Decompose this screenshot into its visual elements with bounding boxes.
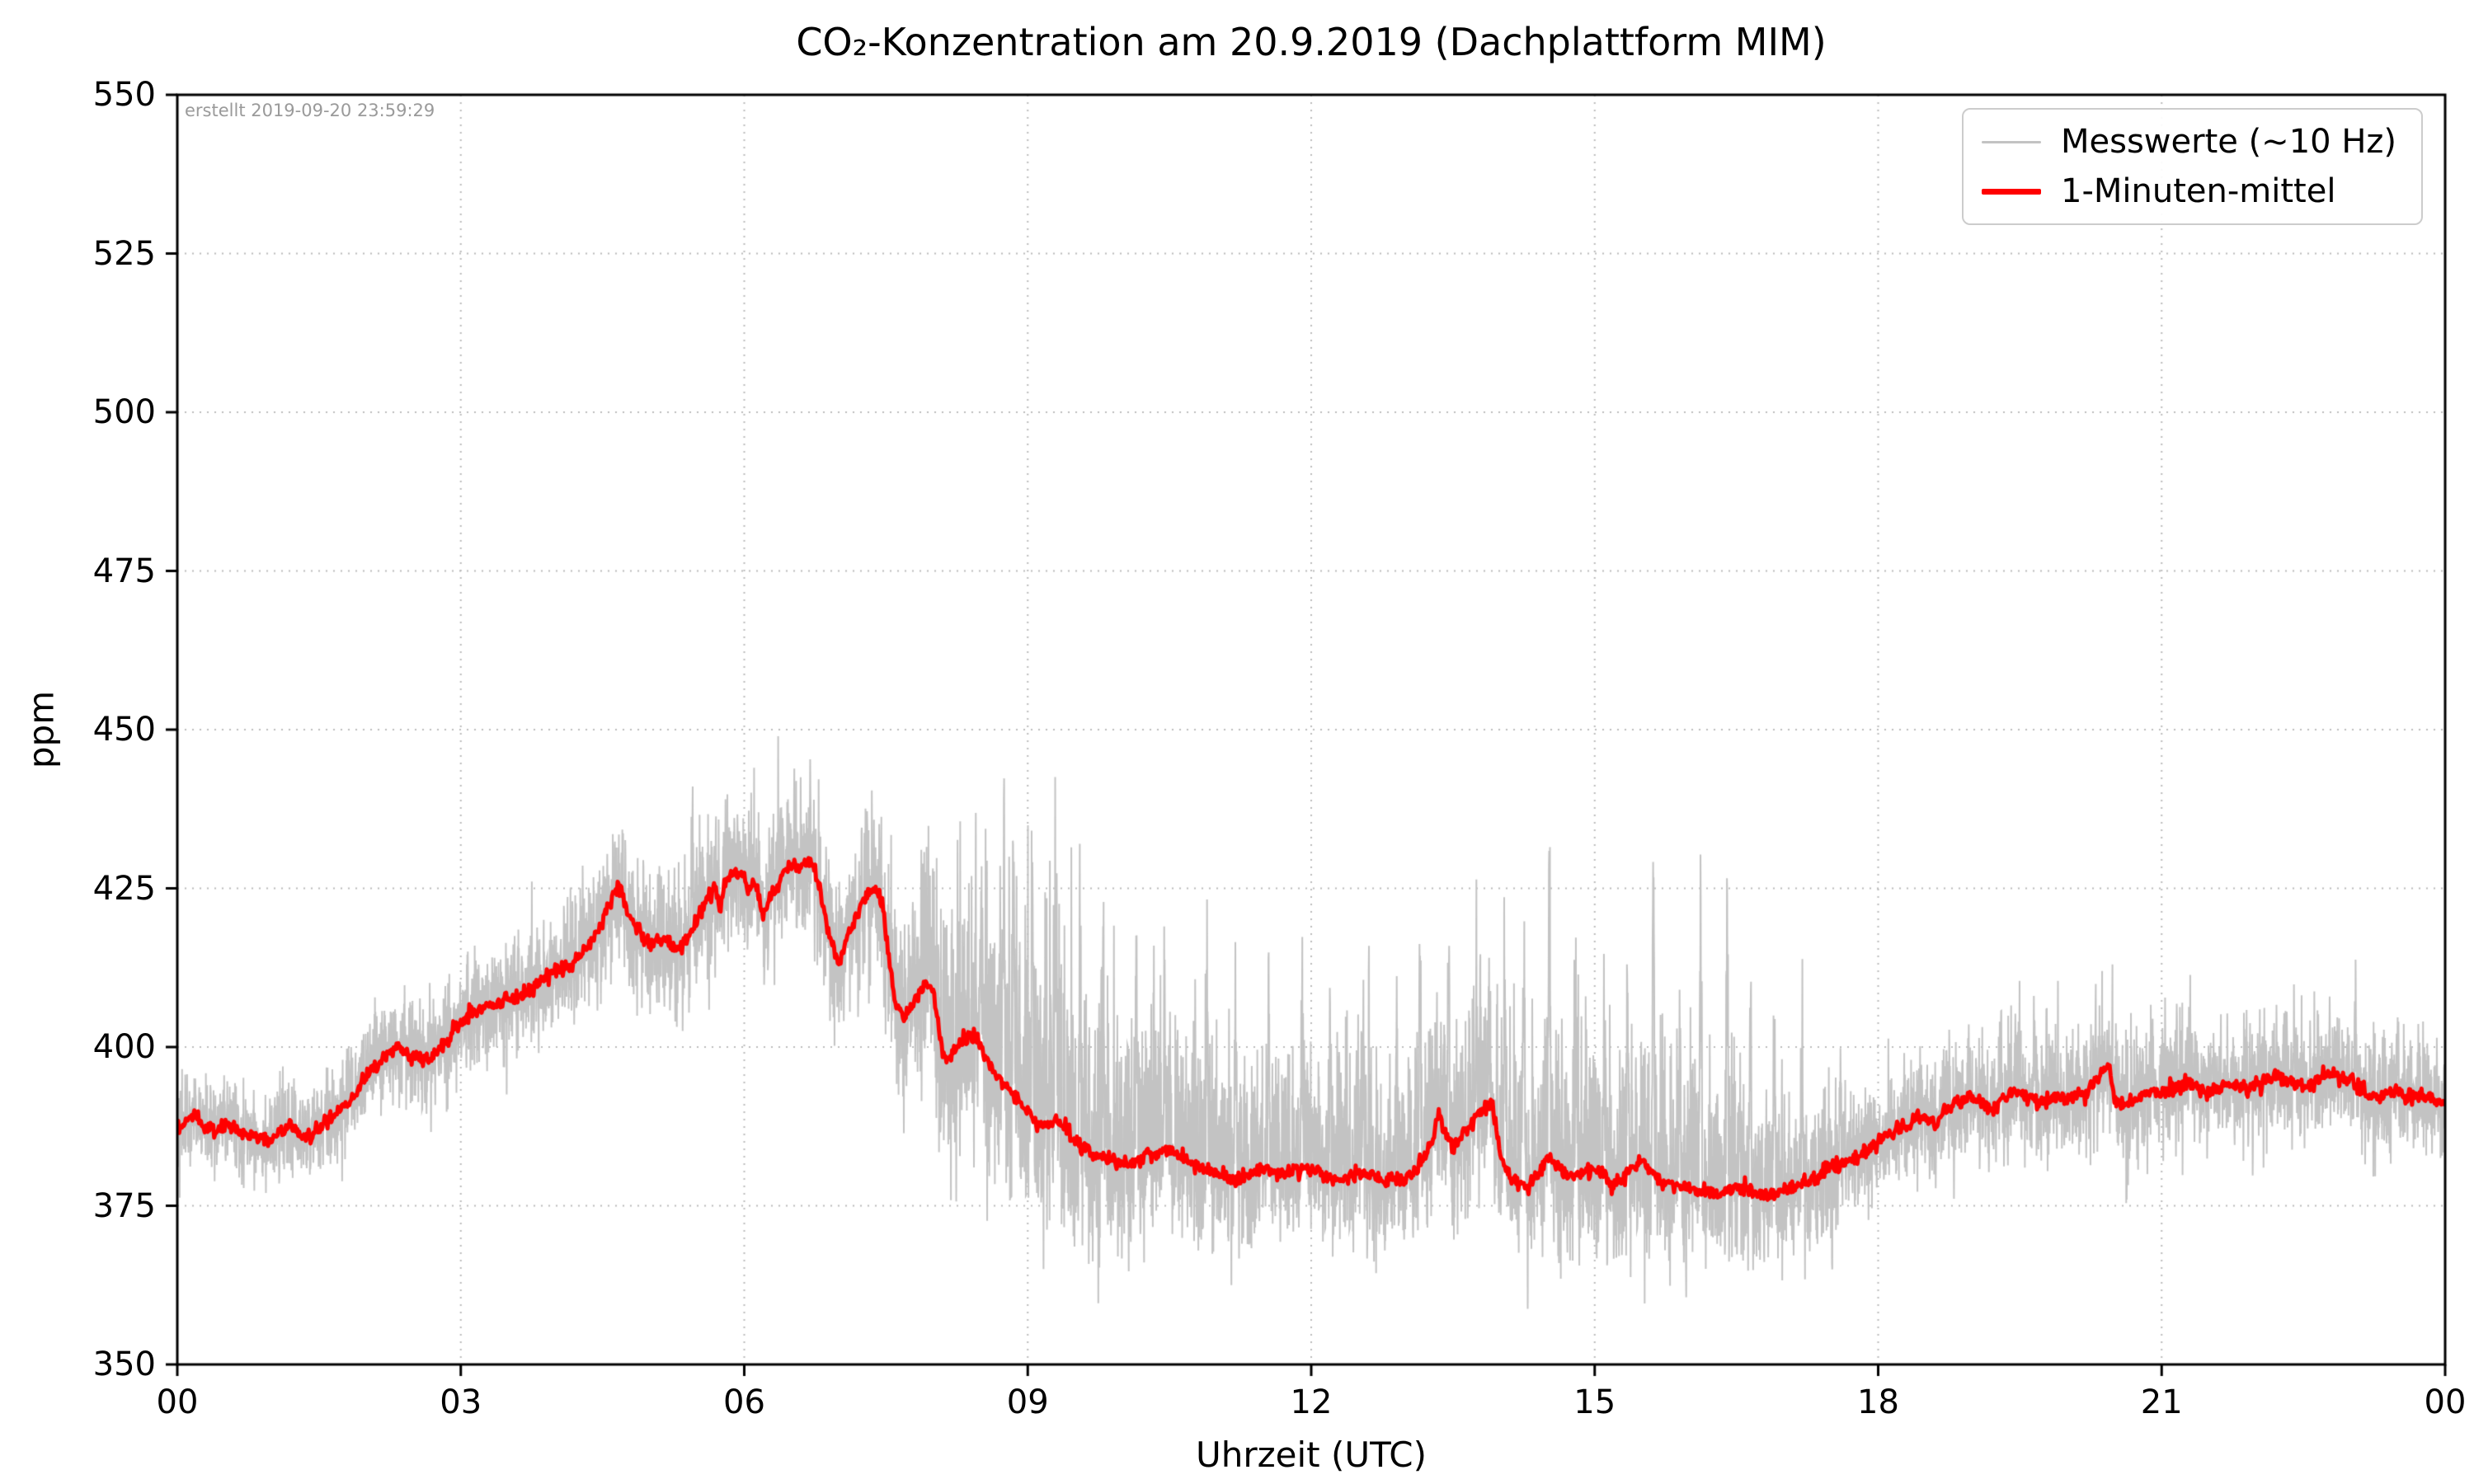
y-tick-label: 550 [92,76,156,114]
y-tick-label: 450 [92,711,156,749]
legend-item-messwerte: Messwerte (~10 Hz) [1982,123,2396,161]
y-tick-label: 525 [92,234,156,273]
legend: Messwerte (~10 Hz) 1-Minuten-mittel [1962,108,2423,225]
x-tick-label: 12 [1290,1383,1333,1421]
legend-label-minutenmittel: 1-Minuten-mittel [2061,172,2336,210]
x-tick-label: 09 [1006,1383,1049,1421]
x-tick-label: 00 [156,1383,199,1421]
legend-label-messwerte: Messwerte (~10 Hz) [2061,123,2396,161]
x-tick-label: 18 [1857,1383,1899,1421]
raw-line-sample-icon [1982,140,2041,143]
y-tick-label: 375 [92,1186,156,1225]
mean-line-sample-icon [1982,188,2041,195]
legend-item-minutenmittel: 1-Minuten-mittel [1982,172,2396,210]
x-tick-label: 03 [440,1383,482,1421]
x-tick-label: 21 [2140,1383,2183,1421]
created-timestamp: erstellt 2019-09-20 23:59:29 [185,101,435,120]
y-tick-label: 425 [92,869,156,908]
y-tick-label: 500 [92,393,156,431]
y-tick-label: 400 [92,1028,156,1066]
x-axis-label: Uhrzeit (UTC) [1195,1435,1427,1475]
x-tick-label: 00 [2424,1383,2467,1421]
chart-title: CO₂-Konzentration am 20.9.2019 (Dachplat… [796,20,1827,64]
x-tick-label: 15 [1573,1383,1616,1421]
x-tick-label: 06 [723,1383,765,1421]
y-tick-label: 350 [92,1345,156,1383]
y-tick-label: 475 [92,552,156,590]
